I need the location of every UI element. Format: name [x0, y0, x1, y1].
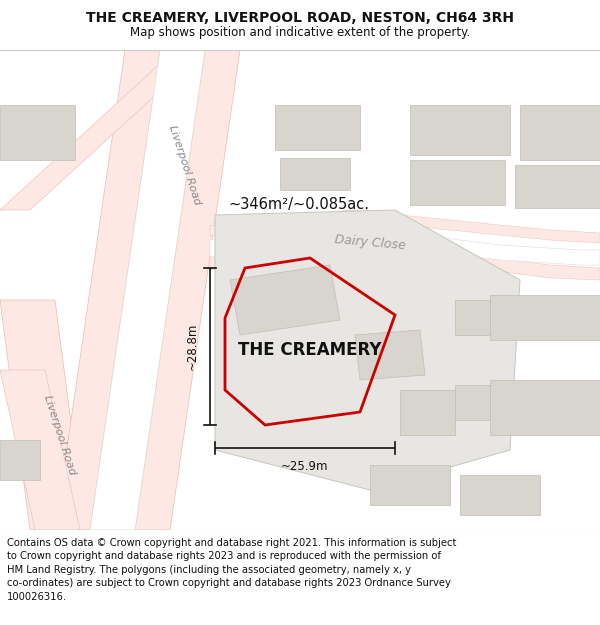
Polygon shape	[275, 105, 360, 150]
Polygon shape	[370, 465, 450, 505]
Polygon shape	[490, 295, 600, 340]
Polygon shape	[0, 50, 205, 210]
Polygon shape	[210, 225, 600, 265]
Polygon shape	[90, 50, 205, 530]
Polygon shape	[0, 370, 80, 530]
Polygon shape	[515, 165, 600, 208]
Text: Map shows position and indicative extent of the property.: Map shows position and indicative extent…	[130, 26, 470, 39]
Polygon shape	[0, 300, 85, 530]
Polygon shape	[490, 380, 600, 435]
Polygon shape	[280, 158, 350, 190]
Polygon shape	[410, 105, 510, 155]
Polygon shape	[455, 300, 490, 335]
Polygon shape	[210, 243, 600, 280]
Polygon shape	[215, 210, 520, 490]
Polygon shape	[135, 50, 240, 530]
Text: Liverpool Road: Liverpool Road	[167, 124, 203, 206]
Text: THE CREAMERY: THE CREAMERY	[238, 341, 382, 359]
Polygon shape	[355, 330, 425, 380]
Text: ~346m²/~0.085ac.: ~346m²/~0.085ac.	[228, 198, 369, 212]
Polygon shape	[210, 210, 600, 243]
Polygon shape	[410, 160, 505, 205]
Polygon shape	[0, 440, 40, 480]
Text: ~25.9m: ~25.9m	[281, 459, 329, 472]
Text: Liverpool Road: Liverpool Road	[43, 394, 77, 476]
Text: THE CREAMERY, LIVERPOOL ROAD, NESTON, CH64 3RH: THE CREAMERY, LIVERPOOL ROAD, NESTON, CH…	[86, 11, 514, 25]
Text: ~28.8m: ~28.8m	[185, 322, 199, 370]
Polygon shape	[400, 390, 455, 435]
Text: Dairy Close: Dairy Close	[334, 233, 406, 253]
Polygon shape	[520, 105, 600, 160]
Polygon shape	[230, 265, 340, 335]
Text: Contains OS data © Crown copyright and database right 2021. This information is : Contains OS data © Crown copyright and d…	[7, 538, 457, 602]
Polygon shape	[0, 105, 75, 160]
Polygon shape	[460, 475, 540, 515]
Polygon shape	[55, 50, 160, 530]
Polygon shape	[455, 385, 490, 420]
